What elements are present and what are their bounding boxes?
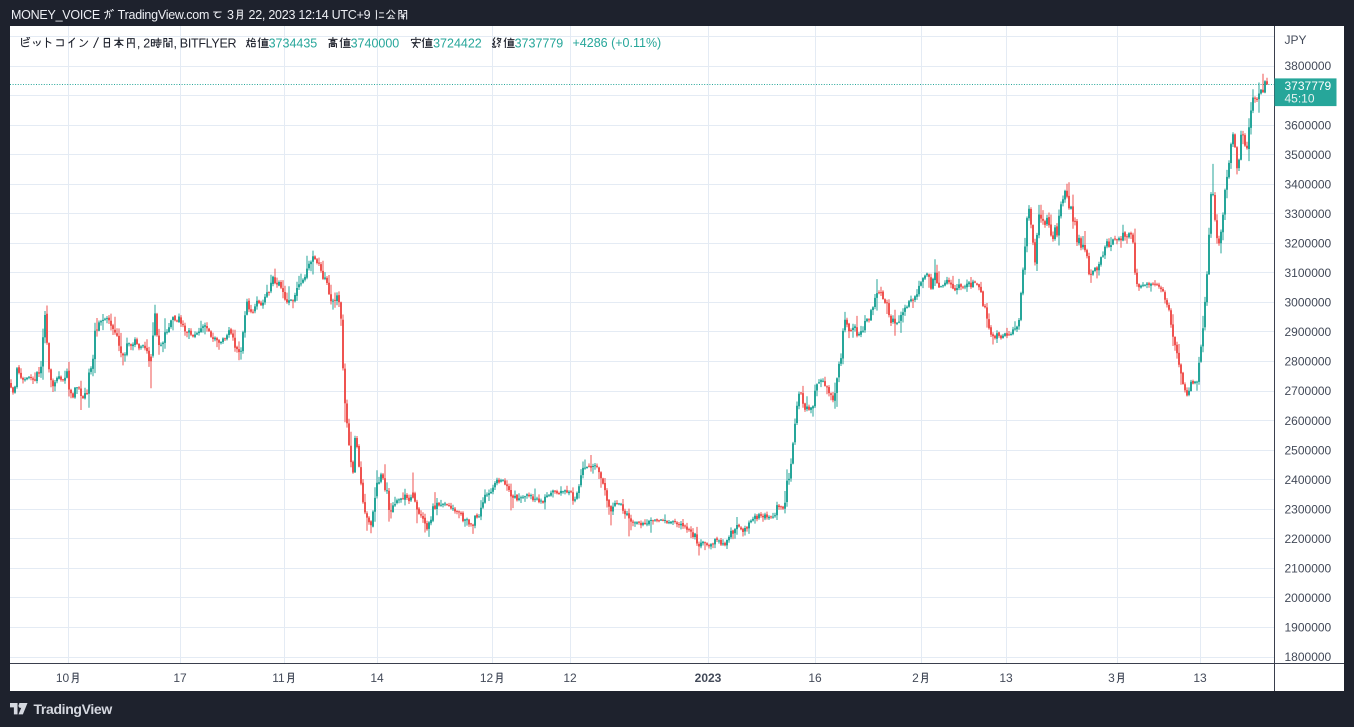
svg-text:2000000: 2000000 [1285, 591, 1332, 605]
svg-text:JPY: JPY [1285, 33, 1307, 47]
svg-text:3500000: 3500000 [1285, 148, 1332, 162]
svg-text:1800000: 1800000 [1285, 650, 1332, 664]
svg-text:2400000: 2400000 [1285, 473, 1332, 487]
svg-text:3100000: 3100000 [1285, 266, 1332, 280]
svg-text:2200000: 2200000 [1285, 532, 1332, 546]
svg-text:2300000: 2300000 [1285, 503, 1332, 517]
svg-text:45:10: 45:10 [1285, 92, 1315, 106]
svg-text:2500000: 2500000 [1285, 443, 1332, 457]
svg-text:3200000: 3200000 [1285, 237, 1332, 251]
svg-text:3737779: 3737779 [1285, 79, 1332, 93]
svg-text:2800000: 2800000 [1285, 355, 1332, 369]
svg-text:2900000: 2900000 [1285, 325, 1332, 339]
svg-text:1900000: 1900000 [1285, 621, 1332, 635]
svg-text:3600000: 3600000 [1285, 118, 1332, 132]
svg-text:2100000: 2100000 [1285, 562, 1332, 576]
svg-text:3800000: 3800000 [1285, 59, 1332, 73]
svg-text:3400000: 3400000 [1285, 177, 1332, 191]
svg-text:2700000: 2700000 [1285, 384, 1332, 398]
svg-text:3300000: 3300000 [1285, 207, 1332, 221]
svg-text:3000000: 3000000 [1285, 296, 1332, 310]
svg-text:2600000: 2600000 [1285, 414, 1332, 428]
